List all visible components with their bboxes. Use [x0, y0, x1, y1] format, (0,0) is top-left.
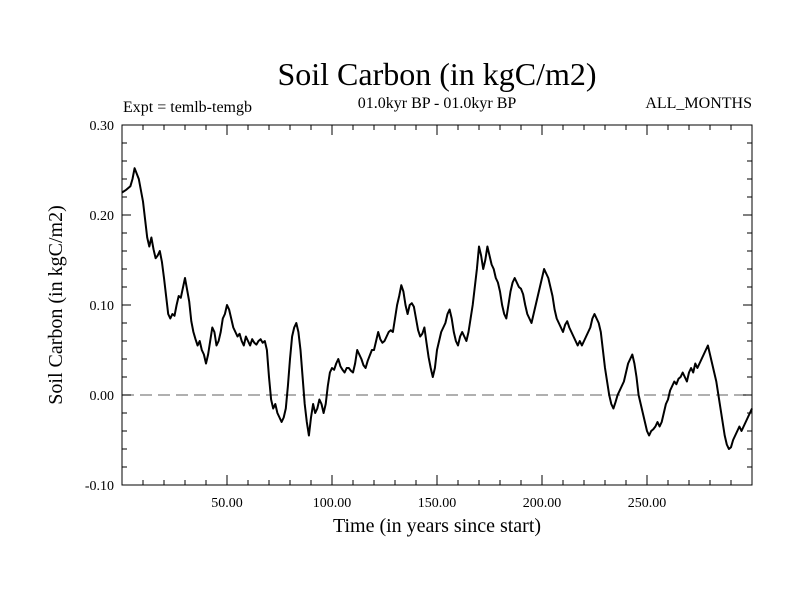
chart-title: Soil Carbon (in kgC/m2) — [277, 56, 596, 92]
series-group — [121, 167, 753, 450]
x-tick-label: 150.00 — [418, 496, 457, 511]
series-line-0 — [121, 167, 753, 450]
y-tick-label: 0.00 — [90, 389, 115, 404]
y-tick-label: -0.10 — [85, 479, 114, 494]
y-tick-label: 0.30 — [90, 119, 115, 134]
period-label: 01.0kyr BP - 01.0kyr BP — [358, 95, 517, 112]
x-tick-label: 50.00 — [211, 496, 243, 511]
x-tick-label: 100.00 — [313, 496, 352, 511]
x-tick-label: 200.00 — [523, 496, 562, 511]
plot-frame — [121, 124, 753, 486]
y-tick-label: 0.10 — [90, 299, 115, 314]
y-tick-label: 0.20 — [90, 209, 115, 224]
y-axis-label: Soil Carbon (in kgC/m2) — [45, 205, 67, 404]
axis-ticks — [122, 124, 752, 486]
experiment-label: Expt = temlb-temgb — [123, 99, 252, 116]
axis-tick-labels: 50.00 100.00 150.00 200.00 250.00 -0.10 0.00 0.… — [85, 119, 666, 511]
months-label: ALL_MONTHS — [645, 95, 752, 112]
x-tick-label: 250.00 — [628, 496, 667, 511]
x-axis-label: Time (in years since start) — [333, 515, 541, 537]
